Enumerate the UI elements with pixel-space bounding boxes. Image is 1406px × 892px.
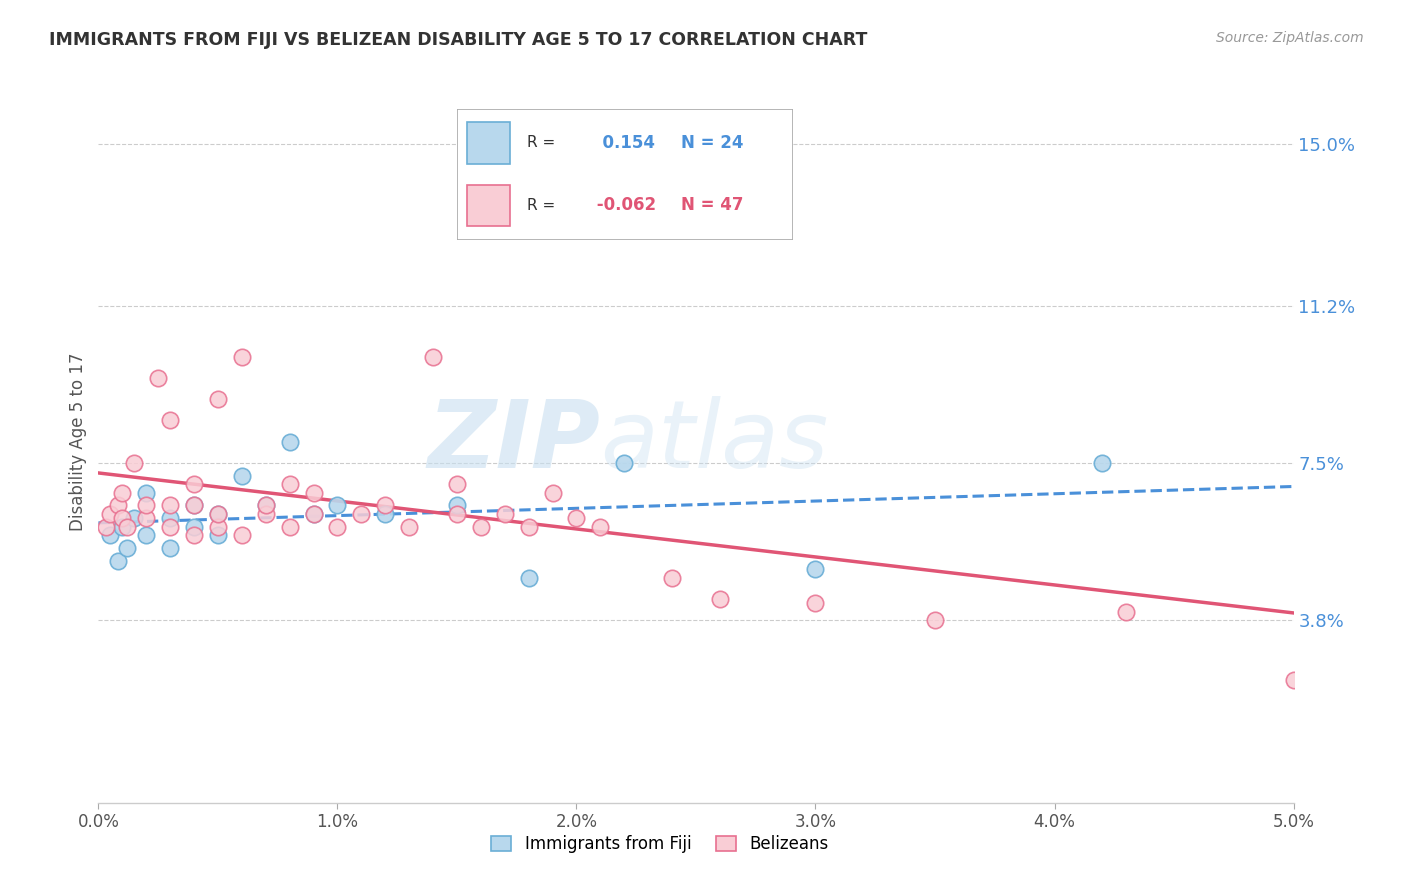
Point	[709, 591, 731, 606]
Point	[446, 507, 468, 521]
Point	[494, 507, 516, 521]
Point	[278, 519, 301, 533]
Point	[115, 541, 138, 555]
Point	[135, 511, 157, 525]
Point	[231, 528, 253, 542]
Point	[302, 507, 325, 521]
Point	[124, 511, 146, 525]
Point	[183, 498, 205, 512]
Point	[254, 498, 277, 512]
Point	[517, 519, 540, 533]
Point	[135, 498, 157, 512]
Point	[111, 519, 134, 533]
Point	[124, 456, 146, 470]
Point	[302, 485, 325, 500]
Point	[517, 570, 540, 584]
Point	[207, 519, 229, 533]
Point	[254, 507, 277, 521]
Point	[231, 468, 253, 483]
Point	[374, 498, 396, 512]
Point	[1282, 673, 1305, 687]
Point	[183, 477, 205, 491]
Point	[159, 413, 181, 427]
Point	[326, 498, 349, 512]
Point	[254, 498, 277, 512]
Point	[1091, 456, 1114, 470]
Point	[398, 519, 420, 533]
Point	[446, 498, 468, 512]
Point	[804, 596, 827, 610]
Point	[804, 562, 827, 576]
Point	[135, 485, 157, 500]
Point	[159, 511, 181, 525]
Point	[278, 477, 301, 491]
Point	[661, 570, 683, 584]
Y-axis label: Disability Age 5 to 17: Disability Age 5 to 17	[69, 352, 87, 531]
Point	[1115, 605, 1137, 619]
Point	[107, 553, 129, 567]
Text: Source: ZipAtlas.com: Source: ZipAtlas.com	[1216, 31, 1364, 45]
Point	[183, 528, 205, 542]
Text: ZIP: ZIP	[427, 395, 600, 488]
Text: atlas: atlas	[600, 396, 828, 487]
Point	[148, 371, 170, 385]
Point	[565, 511, 588, 525]
Point	[98, 507, 122, 521]
Point	[613, 222, 636, 236]
Point	[115, 519, 138, 533]
Point	[207, 507, 229, 521]
Point	[350, 507, 373, 521]
Point	[135, 528, 157, 542]
Text: IMMIGRANTS FROM FIJI VS BELIZEAN DISABILITY AGE 5 TO 17 CORRELATION CHART: IMMIGRANTS FROM FIJI VS BELIZEAN DISABIL…	[49, 31, 868, 49]
Legend: Immigrants from Fiji, Belizeans: Immigrants from Fiji, Belizeans	[485, 828, 835, 860]
Point	[111, 511, 134, 525]
Point	[302, 507, 325, 521]
Point	[326, 519, 349, 533]
Point	[111, 485, 134, 500]
Point	[924, 613, 946, 627]
Point	[183, 498, 205, 512]
Point	[107, 498, 129, 512]
Point	[98, 528, 122, 542]
Point	[207, 507, 229, 521]
Point	[183, 519, 205, 533]
Point	[159, 519, 181, 533]
Point	[589, 519, 612, 533]
Point	[446, 477, 468, 491]
Point	[231, 350, 253, 364]
Point	[94, 519, 117, 533]
Point	[470, 519, 492, 533]
Point	[207, 528, 229, 542]
Point	[422, 350, 444, 364]
Point	[613, 456, 636, 470]
Point	[374, 507, 396, 521]
Point	[207, 392, 229, 406]
Point	[159, 498, 181, 512]
Point	[541, 485, 564, 500]
Point	[159, 541, 181, 555]
Point	[278, 434, 301, 449]
